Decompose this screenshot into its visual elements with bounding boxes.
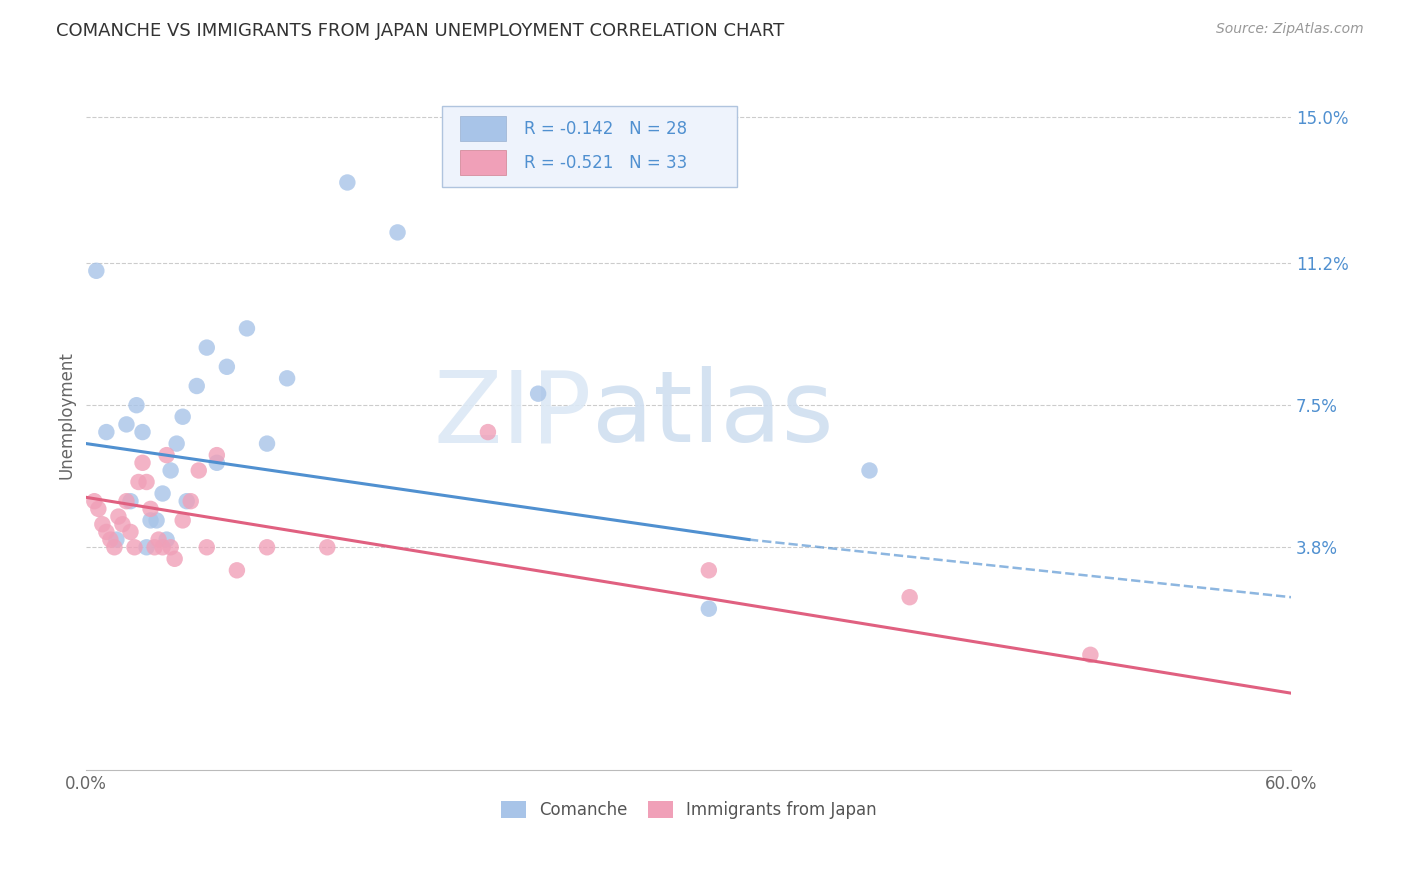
Point: [898, 591, 921, 605]
Point: [195, 341, 218, 355]
Point: [128, 475, 150, 489]
Point: [336, 176, 359, 190]
Text: COMANCHE VS IMMIGRANTS FROM JAPAN UNEMPLOYMENT CORRELATION CHART: COMANCHE VS IMMIGRANTS FROM JAPAN UNEMPL…: [56, 22, 785, 40]
FancyBboxPatch shape: [441, 106, 737, 187]
Point: [477, 425, 499, 439]
Point: [186, 379, 208, 393]
Point: [87, 501, 110, 516]
Point: [166, 436, 188, 450]
Point: [96, 425, 118, 439]
Point: [135, 541, 157, 555]
Point: [172, 409, 194, 424]
Point: [152, 486, 174, 500]
Point: [135, 475, 157, 489]
Point: [225, 563, 247, 577]
Point: [139, 513, 162, 527]
Bar: [460, 150, 506, 175]
Point: [139, 501, 162, 516]
Point: [697, 601, 720, 615]
Point: [276, 371, 298, 385]
Point: [124, 541, 146, 555]
Point: [387, 226, 409, 240]
Point: [96, 524, 118, 539]
Point: [91, 517, 114, 532]
Point: [86, 264, 108, 278]
Bar: [460, 117, 506, 141]
Point: [215, 359, 238, 374]
Point: [107, 509, 129, 524]
Point: [256, 436, 278, 450]
Point: [172, 513, 194, 527]
Point: [195, 541, 218, 555]
Text: Source: ZipAtlas.com: Source: ZipAtlas.com: [1216, 22, 1364, 37]
Legend: Comanche, Immigrants from Japan: Comanche, Immigrants from Japan: [495, 794, 883, 826]
Point: [120, 494, 142, 508]
Point: [176, 494, 198, 508]
Point: [125, 398, 148, 412]
Point: [115, 417, 138, 432]
Y-axis label: Unemployment: Unemployment: [58, 351, 75, 479]
Point: [156, 448, 179, 462]
Point: [148, 533, 170, 547]
Point: [103, 541, 125, 555]
Point: [145, 513, 167, 527]
Point: [205, 448, 228, 462]
Point: [131, 425, 153, 439]
Point: [100, 533, 122, 547]
Point: [256, 541, 278, 555]
Point: [159, 463, 181, 477]
Point: [83, 494, 105, 508]
Text: R = -0.142   N = 28: R = -0.142 N = 28: [523, 120, 686, 138]
Point: [697, 563, 720, 577]
Point: [858, 463, 880, 477]
Point: [205, 456, 228, 470]
Point: [152, 541, 174, 555]
Point: [1080, 648, 1102, 662]
Text: atlas: atlas: [592, 367, 834, 463]
Point: [180, 494, 202, 508]
Point: [131, 456, 153, 470]
Point: [120, 524, 142, 539]
Point: [187, 463, 209, 477]
Point: [115, 494, 138, 508]
Point: [156, 533, 179, 547]
Text: R = -0.521   N = 33: R = -0.521 N = 33: [523, 153, 688, 171]
Point: [527, 386, 550, 401]
Point: [111, 517, 134, 532]
Point: [163, 551, 186, 566]
Point: [159, 541, 181, 555]
Point: [105, 533, 128, 547]
Point: [143, 541, 166, 555]
Point: [236, 321, 259, 335]
Text: ZIP: ZIP: [434, 367, 592, 463]
Point: [316, 541, 339, 555]
